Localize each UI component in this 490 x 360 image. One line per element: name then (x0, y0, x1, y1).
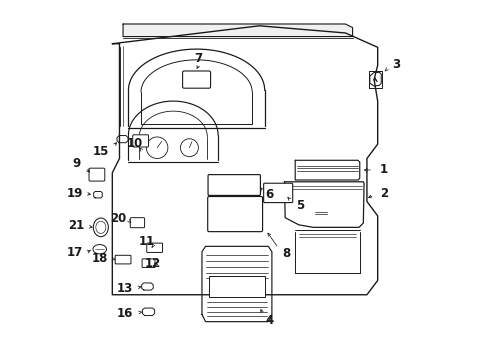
Text: 20: 20 (110, 212, 126, 225)
FancyBboxPatch shape (208, 197, 263, 231)
Text: 9: 9 (73, 157, 81, 170)
Polygon shape (117, 135, 128, 143)
Text: 15: 15 (93, 145, 109, 158)
FancyBboxPatch shape (89, 168, 105, 181)
Polygon shape (142, 283, 153, 290)
Text: 18: 18 (92, 252, 108, 265)
Text: 13: 13 (117, 282, 133, 295)
Text: 21: 21 (68, 219, 84, 233)
FancyBboxPatch shape (130, 218, 145, 228)
FancyBboxPatch shape (264, 183, 293, 203)
Text: 2: 2 (381, 187, 389, 200)
FancyBboxPatch shape (115, 255, 131, 264)
Text: 3: 3 (392, 58, 400, 71)
Polygon shape (202, 246, 272, 321)
FancyBboxPatch shape (133, 135, 148, 147)
Text: 5: 5 (296, 199, 304, 212)
Text: 17: 17 (67, 246, 83, 259)
FancyBboxPatch shape (208, 175, 260, 195)
Text: 16: 16 (117, 307, 133, 320)
Polygon shape (112, 26, 378, 295)
Text: 7: 7 (194, 51, 202, 64)
Text: 19: 19 (67, 187, 83, 200)
Polygon shape (370, 72, 381, 86)
Polygon shape (285, 182, 364, 227)
Polygon shape (94, 192, 102, 198)
Text: 8: 8 (282, 247, 291, 260)
Text: 12: 12 (145, 257, 161, 270)
Text: 6: 6 (265, 188, 273, 201)
Text: 1: 1 (379, 163, 388, 176)
Polygon shape (143, 308, 155, 316)
Text: 11: 11 (139, 235, 155, 248)
FancyBboxPatch shape (142, 259, 155, 267)
FancyBboxPatch shape (183, 71, 211, 88)
Bar (209, 276, 265, 297)
Polygon shape (295, 160, 360, 180)
Text: 4: 4 (266, 314, 274, 327)
Text: 10: 10 (127, 137, 143, 150)
Polygon shape (123, 24, 353, 37)
FancyBboxPatch shape (147, 243, 163, 252)
